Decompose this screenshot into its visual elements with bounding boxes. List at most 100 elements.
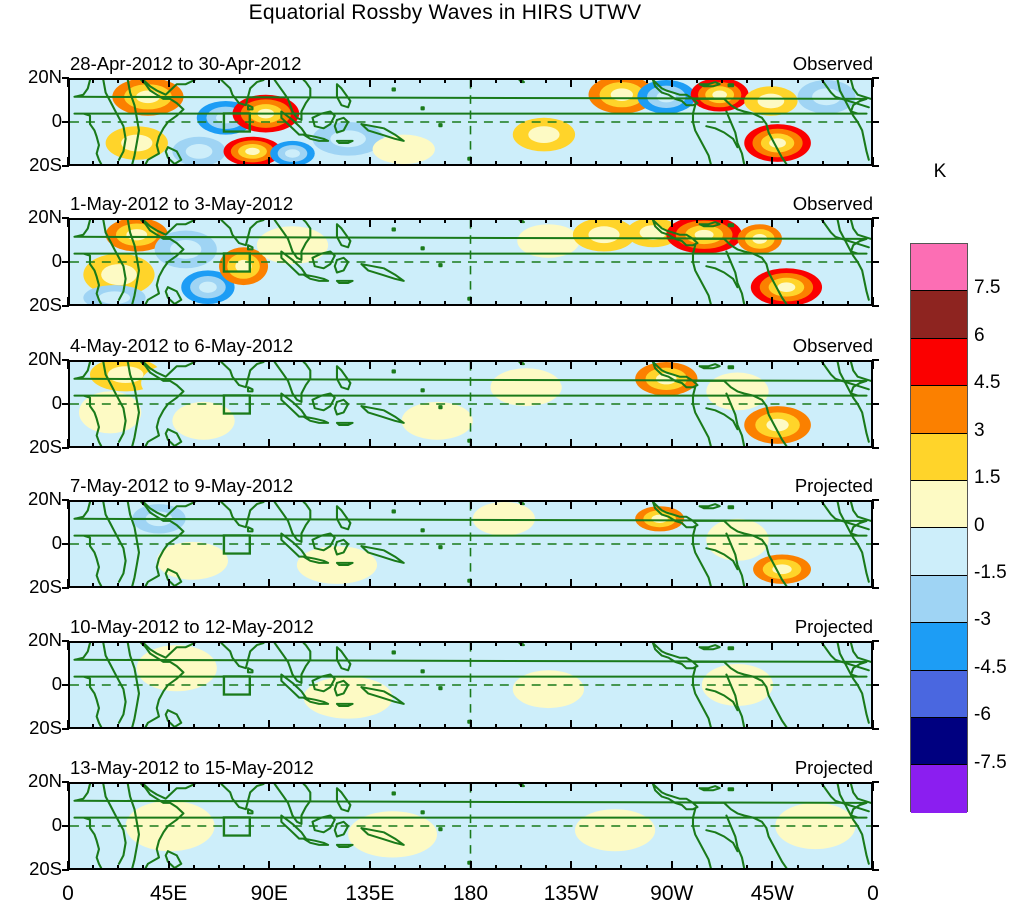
x-tick-mark [368, 297, 371, 306]
y-tick-mark [872, 403, 879, 405]
x-tick-mark [293, 161, 296, 166]
colorbar-tick-label: -4.5 [974, 656, 1007, 678]
x-tick-mark [570, 297, 573, 306]
x-tick-mark [846, 443, 849, 448]
x-tick-mark [645, 218, 648, 223]
x-tick-mark [268, 360, 271, 369]
x-tick-mark [670, 579, 673, 588]
x-tick-mark [695, 161, 698, 166]
x-tick-mark [872, 360, 874, 369]
x-tick-mark [821, 218, 824, 223]
colorbar-band [911, 338, 967, 387]
map-panel-4: 7-May-2012 to 9-May-2012 Projected [68, 475, 873, 588]
x-tick-mark [243, 218, 246, 223]
x-tick-mark [167, 861, 170, 870]
x-tick-mark [92, 724, 95, 729]
x-tick-mark [494, 641, 497, 646]
x-tick-mark [268, 641, 271, 650]
x-tick-mark [872, 861, 874, 870]
x-tick-mark [444, 218, 447, 223]
x-tick-mark [469, 360, 472, 369]
x-tick-mark [570, 861, 573, 870]
x-tick-mark [846, 500, 849, 505]
x-tick-mark [268, 157, 271, 166]
x-tick-mark [796, 865, 799, 870]
y-tick-label: 20N [28, 66, 62, 87]
y-tick-mark [62, 869, 69, 871]
x-tick-mark [268, 720, 271, 729]
x-tick-mark [645, 724, 648, 729]
x-tick-mark [595, 782, 598, 787]
x-tick-mark [670, 500, 673, 509]
x-tick-mark [343, 782, 346, 787]
x-tick-mark [142, 218, 145, 223]
x-tick-mark [494, 360, 497, 365]
x-tick-mark [872, 297, 874, 306]
x-tick-mark [670, 720, 673, 729]
x-tick-mark [419, 301, 422, 306]
y-tick-label: 20S [29, 717, 62, 738]
x-tick-mark [595, 360, 598, 365]
x-tick-mark [570, 360, 573, 369]
x-tick-mark [872, 782, 874, 791]
y-tick-mark [872, 543, 879, 545]
y-tick-mark [872, 499, 879, 501]
x-tick-label: 0 [62, 882, 74, 905]
x-tick-mark [519, 583, 522, 588]
x-tick-mark [268, 297, 271, 306]
x-tick-mark [167, 360, 170, 369]
colorbar-band [911, 291, 967, 339]
x-tick-mark [92, 641, 95, 646]
x-tick-mark [846, 78, 849, 83]
colorbar-tick-label: 4.5 [974, 372, 1001, 394]
x-tick-mark [142, 78, 145, 83]
x-tick-mark [67, 579, 69, 588]
x-tick-mark [92, 360, 95, 365]
colorbar-band [911, 575, 967, 624]
x-tick-mark [645, 161, 648, 166]
x-tick-mark [444, 583, 447, 588]
x-tick-mark [67, 297, 69, 306]
x-tick-mark [394, 865, 397, 870]
x-tick-mark [620, 360, 623, 365]
x-tick-mark [67, 218, 69, 227]
colorbar-tick-label: 0 [974, 514, 985, 536]
colorbar-tick-label: 3 [974, 419, 985, 441]
y-tick-mark [62, 403, 69, 405]
x-tick-mark [846, 161, 849, 166]
x-tick-mark [444, 161, 447, 166]
x-tick-mark [821, 641, 824, 646]
x-tick-mark [217, 724, 220, 729]
panel-status-label: Projected [794, 616, 873, 637]
colorbar-band [911, 244, 967, 292]
x-tick-mark [368, 861, 371, 870]
x-tick-mark [419, 782, 422, 787]
colorbar-tick-label: 7.5 [974, 277, 1001, 299]
x-tick-mark [544, 360, 547, 365]
x-tick-mark [771, 157, 774, 166]
x-tick-mark [846, 865, 849, 870]
colorbar-unit-label: K [933, 161, 947, 182]
x-tick-mark [695, 583, 698, 588]
colorbar-tick-label: 1.5 [974, 467, 1001, 489]
y-tick-label: 20N [28, 348, 62, 369]
x-tick-mark [821, 500, 824, 505]
x-tick-mark [695, 724, 698, 729]
colorbar-band [911, 718, 967, 766]
y-tick-mark [872, 447, 879, 449]
x-tick-mark [872, 579, 874, 588]
x-tick-mark [92, 782, 95, 787]
x-tick-mark [519, 218, 522, 223]
x-tick-mark [192, 782, 195, 787]
x-tick-mark [469, 218, 472, 227]
x-tick-mark [343, 443, 346, 448]
x-tick-mark [771, 579, 774, 588]
x-tick-mark [343, 301, 346, 306]
y-tick-label: 20S [29, 294, 62, 315]
x-tick-mark [570, 78, 573, 87]
x-tick-mark [494, 161, 497, 166]
x-tick-mark [846, 360, 849, 365]
x-tick-mark [142, 583, 145, 588]
x-tick-mark [796, 443, 799, 448]
x-tick-mark [494, 218, 497, 223]
